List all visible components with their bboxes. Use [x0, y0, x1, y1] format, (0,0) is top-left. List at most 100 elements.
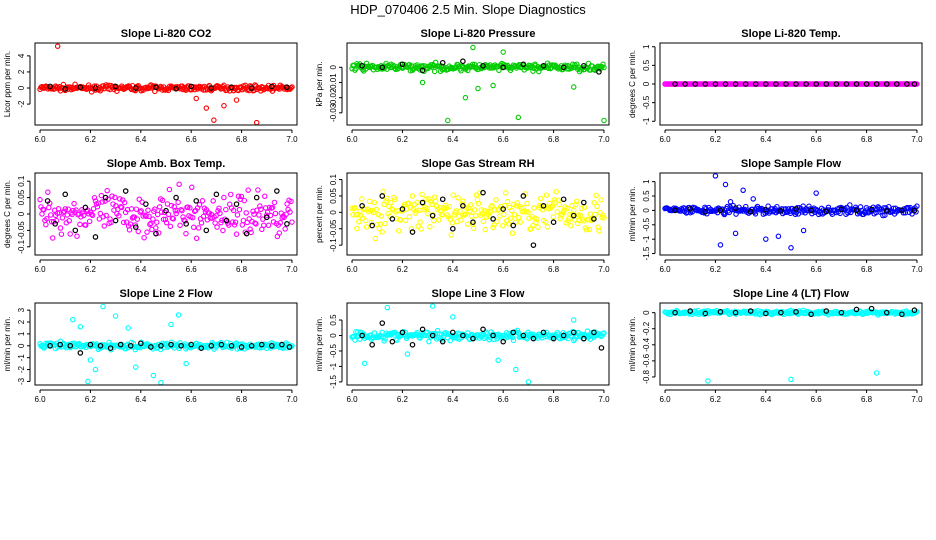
data-point-highlight — [560, 64, 567, 71]
data-point — [873, 370, 880, 376]
data-point-highlight — [450, 225, 456, 232]
data-point-highlight — [853, 306, 860, 313]
data-point-highlight — [853, 207, 860, 214]
data-point-highlight — [581, 199, 587, 206]
data-point — [384, 304, 391, 311]
data-point — [158, 379, 164, 385]
data-point — [550, 214, 557, 220]
y-tick-label: 0.5 — [642, 59, 651, 71]
data-point-highlight — [178, 342, 184, 349]
x-tick-label: 6.4 — [135, 135, 147, 144]
data-point — [443, 205, 450, 211]
data-point-highlight — [868, 206, 875, 213]
data-point — [462, 94, 469, 101]
data-point — [289, 219, 295, 225]
data-point — [717, 242, 724, 248]
data-point — [243, 210, 249, 216]
data-point — [556, 201, 562, 208]
data-point — [705, 378, 711, 384]
data-point — [426, 338, 432, 345]
data-point-highlight — [702, 310, 709, 317]
data-point-highlight — [188, 341, 194, 348]
data-point-highlight — [672, 207, 678, 214]
data-point-highlight — [429, 332, 436, 339]
data-point — [525, 379, 532, 385]
data-point — [223, 206, 229, 213]
data-point — [211, 117, 217, 123]
data-point-highlight — [379, 320, 386, 326]
data-point-highlight — [717, 207, 724, 214]
data-point-highlight — [279, 341, 285, 348]
data-point — [191, 208, 198, 215]
panel-title: Slope Line 3 Flow — [432, 288, 525, 300]
data-point — [44, 215, 50, 222]
data-point — [457, 208, 463, 214]
data-point — [217, 210, 223, 217]
data-point-highlight — [570, 329, 577, 336]
x-tick-label: 7.0 — [911, 395, 923, 404]
data-point-highlight — [732, 205, 739, 211]
x-tick-label: 6.0 — [346, 395, 358, 404]
panel-9: Slope Line 4 (LT) Flow ml/min per min. 6.0… — [628, 288, 923, 404]
data-point-highlight — [286, 344, 293, 350]
x-tick-label: 7.0 — [911, 265, 923, 274]
data-point — [467, 202, 474, 208]
data-point — [513, 203, 520, 209]
data-point — [288, 198, 294, 205]
data-point — [593, 192, 599, 199]
data-point-highlight — [899, 311, 905, 318]
y-tick-label: -1 — [329, 362, 338, 370]
data-point-highlight — [911, 81, 918, 87]
data-point — [813, 190, 819, 196]
data-point — [586, 226, 593, 233]
y-tick-label: -0.6 — [642, 353, 651, 367]
plot-frame — [659, 302, 923, 386]
data-point — [272, 210, 279, 217]
data-point — [251, 211, 257, 217]
data-point — [176, 181, 182, 188]
data-point-highlight — [198, 345, 205, 351]
x-tick-label: 6.0 — [659, 395, 671, 404]
data-point — [220, 227, 226, 234]
data-point-highlight — [598, 345, 605, 351]
y-axis-label: degrees C per min. — [628, 50, 637, 118]
data-point — [530, 68, 536, 74]
x-tick-label: 7.0 — [598, 395, 610, 404]
data-point — [543, 192, 550, 198]
y-tick-label: 1 — [17, 331, 26, 336]
data-point — [193, 95, 199, 102]
data-point-highlight — [560, 332, 567, 339]
data-point-highlight — [102, 194, 109, 201]
data-point-highlight — [163, 207, 169, 214]
y-tick-label: 0 — [17, 85, 26, 90]
x-tick-label: 6.2 — [397, 395, 409, 404]
data-point — [515, 114, 522, 121]
data-point — [230, 207, 237, 214]
data-point-highlight — [687, 308, 694, 314]
data-point-highlight — [92, 85, 99, 91]
data-point — [824, 207, 831, 213]
data-point — [238, 193, 245, 200]
data-point — [414, 199, 420, 206]
data-point — [66, 218, 72, 224]
data-point — [103, 212, 109, 219]
data-point — [380, 188, 386, 195]
x-tick-label: 6.6 — [498, 395, 510, 404]
data-point — [413, 208, 419, 214]
data-point — [405, 200, 412, 207]
data-point — [427, 224, 433, 230]
data-point-highlight — [763, 310, 769, 317]
data-point-highlight — [520, 193, 527, 199]
data-point-highlight — [269, 83, 275, 90]
data-point-highlight — [490, 332, 496, 339]
data-point — [591, 199, 597, 206]
data-point-highlight — [581, 335, 587, 342]
data-point — [257, 203, 263, 209]
data-point-highlight — [530, 335, 537, 342]
y-axis-label: kPa per min. — [315, 62, 324, 107]
data-point-highlight — [702, 81, 709, 87]
data-point — [847, 202, 853, 208]
data-point — [221, 102, 227, 109]
data-point — [147, 221, 153, 228]
data-point — [732, 230, 739, 237]
